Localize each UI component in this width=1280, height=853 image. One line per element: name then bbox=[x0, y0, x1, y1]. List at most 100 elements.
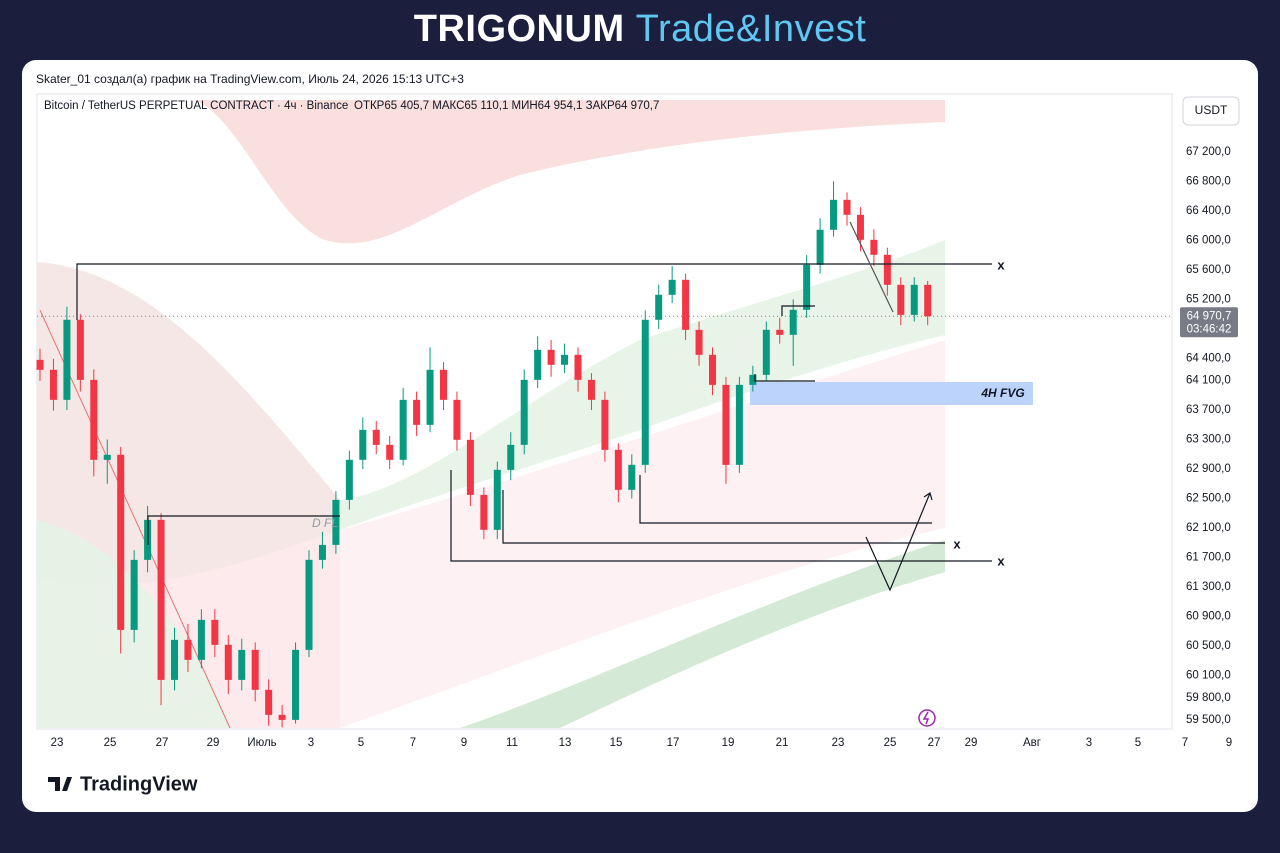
axes: 67 200,0 66 800,0 66 400,0 66 000,0 65 600,0… bbox=[37, 146, 1238, 749]
candle-body bbox=[413, 399, 421, 425]
drawings bbox=[76, 221, 992, 592]
y-tick-label: 62 500,0 bbox=[1186, 493, 1231, 505]
x-tick-label: Авг bbox=[1023, 737, 1041, 749]
candle-body bbox=[103, 454, 111, 460]
y-tick-label: 63 700,0 bbox=[1186, 404, 1231, 416]
x-tick-label: 17 bbox=[667, 737, 680, 749]
x-tick-label: 29 bbox=[207, 737, 220, 749]
level-line bbox=[502, 490, 945, 544]
candle-body bbox=[924, 284, 932, 317]
candle-body bbox=[762, 329, 770, 375]
projection bbox=[865, 492, 931, 592]
candle-body bbox=[668, 279, 676, 295]
candle-body bbox=[856, 214, 864, 240]
price-tag bbox=[1180, 307, 1238, 338]
candle-body bbox=[480, 494, 488, 530]
candle-body bbox=[278, 714, 286, 720]
x-tick-label: 5 bbox=[1135, 737, 1141, 749]
candle-body bbox=[359, 429, 367, 460]
candle-body bbox=[453, 399, 461, 440]
y-tick-label: 67 200,0 bbox=[1186, 146, 1231, 158]
y-tick-label: 66 800,0 bbox=[1186, 175, 1231, 187]
currency-button[interactable] bbox=[1182, 96, 1240, 126]
x-tick-label: 19 bbox=[722, 737, 735, 749]
x-tick-label: 27 bbox=[928, 737, 941, 749]
candle-body bbox=[386, 444, 394, 460]
candle-body bbox=[224, 644, 232, 680]
candle-body bbox=[628, 464, 636, 490]
level-line bbox=[147, 515, 340, 545]
x-tick-label: 21 bbox=[776, 737, 789, 749]
x-tick-label: 29 bbox=[965, 737, 978, 749]
level-line bbox=[781, 305, 815, 316]
y-tick-label: 62 900,0 bbox=[1186, 463, 1231, 475]
x-tick-label: 11 bbox=[506, 737, 518, 749]
x-tick-label: 9 bbox=[1226, 737, 1232, 749]
y-tick-label: 62 100,0 bbox=[1186, 522, 1231, 534]
candle-body bbox=[655, 294, 663, 320]
candle-body bbox=[36, 359, 44, 370]
candle-body bbox=[184, 639, 192, 660]
candle-body bbox=[305, 559, 313, 650]
x-tick-label: 3 bbox=[308, 737, 314, 749]
candle-body bbox=[238, 649, 246, 680]
candle-body bbox=[601, 399, 609, 450]
candle-body bbox=[466, 439, 474, 495]
y-tick-label: 61 300,0 bbox=[1186, 581, 1231, 593]
candle-body bbox=[426, 369, 434, 425]
x-mark: x bbox=[997, 553, 1005, 568]
currency: USDT bbox=[1195, 103, 1228, 117]
dfl-label: D FL bbox=[312, 516, 338, 530]
x-tick-label: 23 bbox=[51, 737, 64, 749]
symbol: Bitcoin / TetherUS PERPETUAL CONTRACT · … bbox=[44, 100, 348, 112]
y-tick-label: 64 400,0 bbox=[1186, 352, 1231, 364]
x-mark: x bbox=[953, 536, 961, 551]
candle-body bbox=[574, 354, 582, 380]
candle-body bbox=[90, 379, 98, 460]
x-tick-label: 25 bbox=[104, 737, 117, 749]
candle-body bbox=[345, 459, 353, 500]
x-tick-label: 9 bbox=[461, 737, 467, 749]
logo-text: TradingView bbox=[80, 773, 198, 795]
x-tick-label: 23 bbox=[832, 737, 845, 749]
candle-body bbox=[803, 264, 811, 310]
y-tick-label: 59 500,0 bbox=[1186, 714, 1231, 726]
x-tick-label: 7 bbox=[410, 737, 416, 749]
countdown: 03:46:42 bbox=[1187, 323, 1232, 335]
candle-body bbox=[520, 379, 528, 445]
candle-body bbox=[910, 284, 918, 315]
candle-body bbox=[641, 319, 649, 465]
x-tick-label: Июль bbox=[247, 737, 276, 749]
header: TRIGONUM Trade&Invest bbox=[0, 8, 1280, 51]
brand: TRIGONUM bbox=[413, 8, 625, 50]
candle-body bbox=[614, 449, 622, 490]
attribution: Skater_01 создал(а) график на TradingVie… bbox=[36, 72, 464, 86]
candle-body bbox=[830, 199, 838, 230]
level-line bbox=[76, 263, 992, 320]
lower-zone bbox=[340, 340, 945, 728]
y-tick-label: 60 100,0 bbox=[1186, 670, 1231, 682]
alert-icon[interactable] bbox=[918, 709, 936, 727]
x-tick-label: 7 bbox=[1182, 737, 1188, 749]
last-price-label: 64 970,7 bbox=[1187, 310, 1232, 322]
candle-body bbox=[440, 369, 447, 400]
ohlc: ОТКР65 405,7 МАКС65 110,1 МИН64 954,1 ЗА… bbox=[354, 100, 659, 112]
y-tick-label: 66 000,0 bbox=[1186, 234, 1231, 246]
candle-body bbox=[749, 374, 757, 385]
upper-band bbox=[195, 100, 945, 244]
candle-body bbox=[265, 689, 273, 715]
candle-body bbox=[843, 199, 851, 215]
candle-body bbox=[587, 379, 595, 400]
fvg-label: 4H FVG bbox=[980, 386, 1024, 400]
candle-body bbox=[682, 279, 690, 330]
candle-body bbox=[332, 499, 340, 545]
level-line bbox=[754, 374, 815, 382]
candle-body bbox=[130, 559, 138, 630]
x-tick-label: 27 bbox=[156, 737, 169, 749]
candle-body bbox=[883, 254, 891, 285]
x-mark: x bbox=[997, 257, 1005, 272]
candle-body bbox=[318, 544, 326, 560]
candle-body bbox=[63, 319, 71, 400]
